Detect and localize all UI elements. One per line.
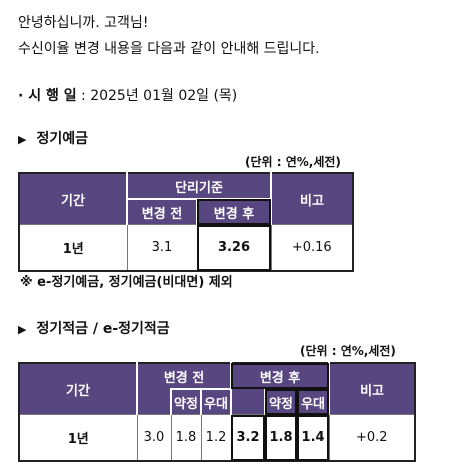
cell-before-contract: 1.8 — [170, 414, 202, 462]
header-before-contract: 약정 — [170, 388, 201, 415]
deposit-exclusion-note: ※ e-정기예금, 정기예금(비대면) 제외 — [20, 275, 233, 290]
effective-date-label: · 시 행 일 — [18, 88, 77, 104]
header-after: 변경 후 — [231, 363, 330, 389]
header-after: 변경 후 — [197, 199, 271, 225]
intro-text: 수신이율 변경 내용을 다음과 같이 안내해 드립니다. — [18, 41, 320, 57]
header-remarks: 비고 — [328, 363, 416, 415]
cell-after-preferential: 1.4 — [296, 414, 330, 462]
triangle-marker-icon: ▶ — [18, 323, 27, 336]
header-period: 기간 — [19, 363, 138, 415]
header-after-preferential: 우대 — [296, 388, 330, 415]
header-before: 변경 전 — [137, 363, 233, 389]
cell-before: 3.1 — [126, 224, 198, 272]
header-after-contract: 약정 — [264, 388, 298, 415]
header-after-total — [231, 389, 266, 415]
header-before: 변경 전 — [127, 199, 198, 225]
header-before-preferential: 우대 — [199, 388, 233, 415]
greeting-text: 안녕하십니까. 고객님! — [18, 15, 149, 31]
cell-after-contract: 1.8 — [264, 414, 298, 462]
section-title-text: 정기예금 — [36, 131, 88, 147]
section-title-savings: ▶ 정기적금 / e-정기적금 — [18, 318, 170, 338]
table-row: 1년 3.0 1.8 1.2 3.2 1.8 1.4 +0.2 — [18, 414, 416, 462]
cell-period: 1년 — [18, 224, 128, 272]
cell-remarks: +0.2 — [328, 414, 416, 462]
cell-before-preferential: 1.2 — [200, 414, 232, 462]
effective-date-line: · 시 행 일 : 2025년 01월 02일 (목) — [18, 85, 237, 105]
header-remarks: 비고 — [270, 173, 353, 225]
section-title-deposit: ▶ 정기예금 — [18, 128, 88, 148]
unit-label: (단위 : 연%,세전) — [300, 344, 396, 358]
header-base-rate: 단리기준 — [127, 173, 271, 200]
table-row: 1년 3.1 3.26 +0.16 — [18, 224, 354, 272]
section-title-text: 정기적금 / e-정기적금 — [36, 321, 170, 337]
header-before-total — [137, 389, 171, 415]
cell-remarks: +0.16 — [270, 224, 354, 272]
savings-rate-table: 기간 변경 전 변경 후 비고 약정 우대 약정 우대 1년 3.0 1.8 1… — [18, 362, 417, 462]
cell-period: 1년 — [18, 414, 138, 462]
cell-after: 3.26 — [196, 224, 272, 272]
deposit-rate-table: 기간 단리기준 비고 변경 전 변경 후 1년 3.1 3.26 +0.16 — [18, 172, 354, 272]
effective-date-value: : 2025년 01월 02일 (목) — [76, 88, 238, 104]
unit-label: (단위 : 연%,세전) — [245, 155, 341, 169]
triangle-marker-icon: ▶ — [18, 133, 27, 146]
header-period: 기간 — [19, 173, 128, 225]
cell-after-total: 3.2 — [230, 414, 266, 462]
cell-before-total: 3.0 — [136, 414, 172, 462]
